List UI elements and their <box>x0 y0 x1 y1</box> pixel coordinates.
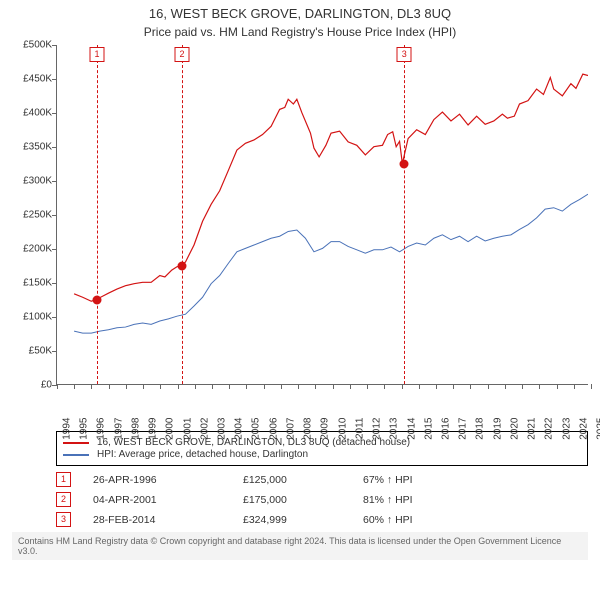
x-tick-label: 2017 <box>458 418 469 440</box>
x-tick-label: 2005 <box>251 418 262 440</box>
y-tick-label: £100K <box>23 312 52 323</box>
sales-row-price: £125,000 <box>243 474 363 486</box>
y-tick-mark <box>52 317 57 318</box>
x-tick-label: 1998 <box>131 418 142 440</box>
y-tick-mark <box>52 215 57 216</box>
sales-row: 3 28-FEB-2014£324,99960% ↑ HPI <box>56 512 588 527</box>
y-tick-mark <box>52 283 57 284</box>
y-tick-label: £500K <box>23 40 52 51</box>
sales-row-hpi: 81% ↑ HPI <box>363 494 413 506</box>
y-tick-label: £50K <box>29 346 52 357</box>
y-tick-label: £200K <box>23 244 52 255</box>
y-tick-mark <box>52 351 57 352</box>
x-tick-label: 1995 <box>79 418 90 440</box>
x-tick-label: 1994 <box>62 418 73 440</box>
y-tick-label: £450K <box>23 74 52 85</box>
x-tick-label: 2022 <box>544 418 555 440</box>
sales-row-index: 1 <box>56 472 71 487</box>
sales-row-price: £175,000 <box>243 494 363 506</box>
legend-label: HPI: Average price, detached house, Darl… <box>97 449 308 460</box>
y-tick-label: £350K <box>23 142 52 153</box>
x-tick-label: 2023 <box>561 418 572 440</box>
sales-row-date: 26-APR-1996 <box>93 474 243 486</box>
sales-row-hpi: 67% ↑ HPI <box>363 474 413 486</box>
x-tick-label: 2015 <box>423 418 434 440</box>
x-tick-label: 2003 <box>217 418 228 440</box>
legend-item: HPI: Average price, detached house, Darl… <box>63 449 581 460</box>
x-tick-label: 2011 <box>354 418 365 440</box>
sale-marker-box: 3 <box>397 47 412 62</box>
x-tick-label: 2007 <box>286 418 297 440</box>
y-tick-mark <box>52 79 57 80</box>
sale-marker-line <box>97 45 98 384</box>
attribution-text: Contains HM Land Registry data © Crown c… <box>12 532 588 560</box>
x-tick-label: 1997 <box>113 418 124 440</box>
sale-marker-dot <box>178 262 187 271</box>
x-tick-label: 2010 <box>337 418 348 440</box>
x-tick-label: 2012 <box>372 418 383 440</box>
x-tick-label: 2002 <box>199 418 210 440</box>
sales-row-price: £324,999 <box>243 514 363 526</box>
legend-swatch <box>63 442 89 444</box>
x-axis: 1994199519961997199819992000200120022003… <box>56 385 588 425</box>
sale-marker-box: 1 <box>89 47 104 62</box>
x-tick-label: 2014 <box>406 418 417 440</box>
x-tick-label: 2018 <box>475 418 486 440</box>
x-tick-label: 2025 <box>596 418 600 440</box>
hpi-line <box>74 194 588 333</box>
sales-row-date: 04-APR-2001 <box>93 494 243 506</box>
sale-marker-box: 2 <box>175 47 190 62</box>
y-tick-mark <box>52 45 57 46</box>
x-tick-label: 2020 <box>509 418 520 440</box>
sales-row-date: 28-FEB-2014 <box>93 514 243 526</box>
line-series-svg <box>57 45 588 384</box>
y-tick-label: £0 <box>41 380 52 391</box>
property-line <box>74 74 588 301</box>
x-tick-label: 2024 <box>578 418 589 440</box>
sales-row-index: 3 <box>56 512 71 527</box>
sale-marker-line <box>404 45 405 384</box>
x-tick-label: 2004 <box>234 418 245 440</box>
sales-row: 1 26-APR-1996£125,00067% ↑ HPI <box>56 472 588 487</box>
x-tick-label: 1996 <box>96 418 107 440</box>
x-tick-label: 2008 <box>303 418 314 440</box>
y-tick-mark <box>52 147 57 148</box>
x-tick-label: 2001 <box>182 418 193 440</box>
x-tick-label: 2000 <box>165 418 176 440</box>
y-tick-mark <box>52 113 57 114</box>
y-tick-label: £150K <box>23 278 52 289</box>
sales-row-hpi: 60% ↑ HPI <box>363 514 413 526</box>
y-tick-label: £300K <box>23 176 52 187</box>
legend-swatch <box>63 454 89 456</box>
x-tick-label: 2016 <box>441 418 452 440</box>
y-tick-mark <box>52 181 57 182</box>
y-tick-mark <box>52 249 57 250</box>
sale-marker-line <box>182 45 183 384</box>
chart-area: £0 £50K £100K £150K £200K £250K £300K £350K £400… <box>6 45 594 425</box>
chart-title: 16, WEST BECK GROVE, DARLINGTON, DL3 8UQ <box>6 6 594 21</box>
sales-row: 2 04-APR-2001£175,00081% ↑ HPI <box>56 492 588 507</box>
x-tick-label: 2019 <box>492 418 503 440</box>
sales-table: 1 26-APR-1996£125,00067% ↑ HPI 2 04-APR-200… <box>56 472 588 527</box>
y-tick-label: £250K <box>23 210 52 221</box>
x-tick-label: 1999 <box>148 418 159 440</box>
x-tick-label: 2021 <box>527 418 538 440</box>
sale-marker-dot <box>92 296 101 305</box>
y-axis: £0£50K£100K£150K£200K£250K£300K£350K£400… <box>6 45 56 385</box>
x-tick-label: 2009 <box>320 418 331 440</box>
plot-region: 1 2 3 <box>56 45 588 385</box>
y-tick-label: £400K <box>23 108 52 119</box>
x-tick-label: 2013 <box>389 418 400 440</box>
x-tick-label: 2006 <box>268 418 279 440</box>
chart-subtitle: Price paid vs. HM Land Registry's House … <box>6 25 594 39</box>
x-tick-mark <box>591 384 592 389</box>
sale-marker-dot <box>400 160 409 169</box>
chart-card: 16, WEST BECK GROVE, DARLINGTON, DL3 8UQ… <box>0 0 600 566</box>
sales-row-index: 2 <box>56 492 71 507</box>
